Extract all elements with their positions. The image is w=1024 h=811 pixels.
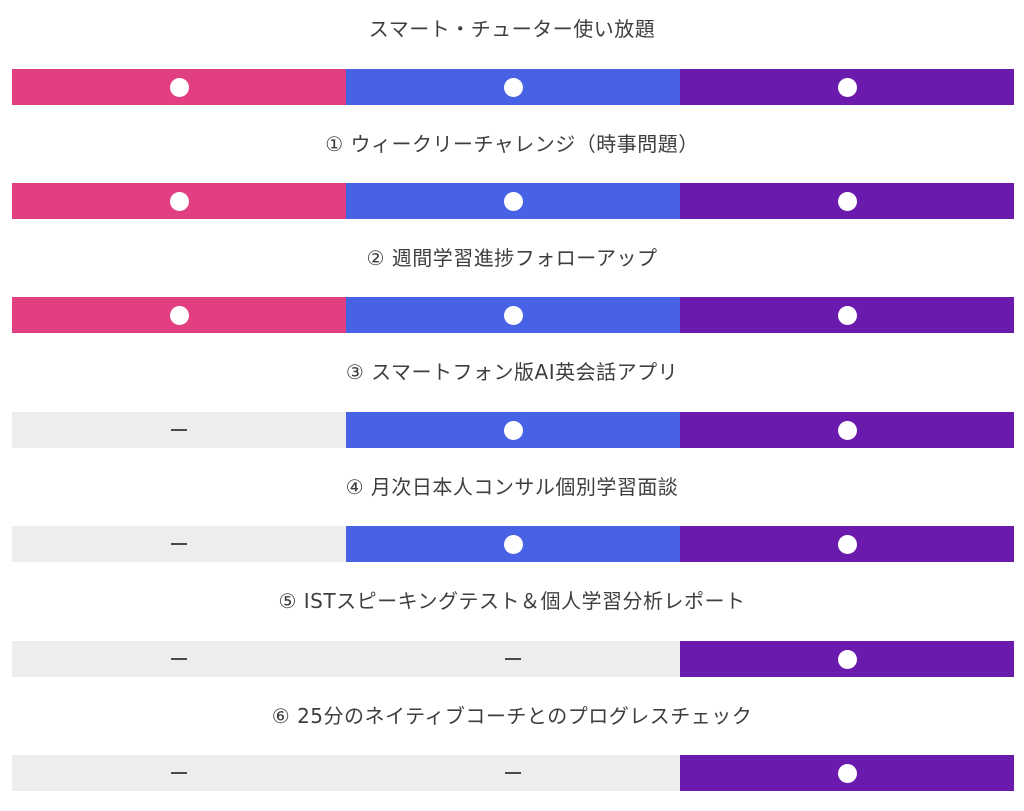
plan-2-cell <box>346 755 680 791</box>
feature-row <box>12 183 1014 219</box>
not-included-dash-icon <box>171 429 187 431</box>
feature-row <box>12 69 1014 105</box>
plan-3-cell <box>680 641 1014 677</box>
not-included-dash-icon <box>505 658 521 660</box>
feature-smartphone-app: ③ スマートフォン版AI英会話アプリ <box>0 343 1024 401</box>
included-dot-icon <box>837 191 857 211</box>
not-included-dash-icon <box>171 658 187 660</box>
feature-row <box>12 526 1014 562</box>
feature-label: ⑤ ISTスピーキングテスト＆個人学習分析レポート <box>278 589 746 613</box>
feature-label: ④ 月次日本人コンサル個別学習面談 <box>345 475 679 499</box>
plan-1-cell <box>12 69 346 105</box>
plan-1-cell <box>12 755 346 791</box>
plan-2-cell <box>346 641 680 677</box>
included-dot-icon <box>503 77 523 97</box>
included-dot-icon <box>503 534 523 554</box>
plan-3-cell <box>680 297 1014 333</box>
plan-1-cell <box>12 641 346 677</box>
included-dot-icon <box>837 420 857 440</box>
included-dot-icon <box>169 77 189 97</box>
feature-weekly-challenge: ① ウィークリーチャレンジ（時事問題） <box>0 115 1024 173</box>
plan-2-cell <box>346 297 680 333</box>
plan-3-cell <box>680 526 1014 562</box>
feature-weekly-followup: ② 週間学習進捗フォローアップ <box>0 229 1024 287</box>
included-dot-icon <box>837 649 857 669</box>
feature-row <box>12 641 1014 677</box>
not-included-dash-icon <box>505 772 521 774</box>
feature-label: スマート・チューター使い放題 <box>368 17 656 41</box>
included-dot-icon <box>837 77 857 97</box>
feature-native-coach: ⑥ 25分のネイティブコーチとのプログレスチェック <box>0 687 1024 745</box>
included-dot-icon <box>503 305 523 325</box>
plan-3-cell <box>680 183 1014 219</box>
included-dot-icon <box>837 534 857 554</box>
feature-ist-test: ⑤ ISTスピーキングテスト＆個人学習分析レポート <box>0 572 1024 630</box>
plan-1-cell <box>12 183 346 219</box>
included-dot-icon <box>169 191 189 211</box>
plan-1-cell <box>12 526 346 562</box>
plan-1-cell <box>12 412 346 448</box>
plan-3-cell <box>680 755 1014 791</box>
not-included-dash-icon <box>171 543 187 545</box>
included-dot-icon <box>837 763 857 783</box>
included-dot-icon <box>503 191 523 211</box>
included-dot-icon <box>503 420 523 440</box>
feature-monthly-consult: ④ 月次日本人コンサル個別学習面談 <box>0 458 1024 516</box>
plan-2-cell <box>346 412 680 448</box>
included-dot-icon <box>837 305 857 325</box>
feature-row <box>12 755 1014 791</box>
feature-row <box>12 412 1014 448</box>
plan-2-cell <box>346 183 680 219</box>
plan-1-cell <box>12 297 346 333</box>
feature-label: ① ウィークリーチャレンジ（時事問題） <box>325 132 699 156</box>
plan-3-cell <box>680 69 1014 105</box>
plan-2-cell <box>346 526 680 562</box>
feature-label: ② 週間学習進捗フォローアップ <box>366 246 658 270</box>
not-included-dash-icon <box>171 772 187 774</box>
plan-2-cell <box>346 69 680 105</box>
feature-label: ⑥ 25分のネイティブコーチとのプログレスチェック <box>271 704 753 728</box>
plan-3-cell <box>680 412 1014 448</box>
feature-smart-tutor: スマート・チューター使い放題 <box>0 0 1024 58</box>
included-dot-icon <box>169 305 189 325</box>
feature-row <box>12 297 1014 333</box>
feature-label: ③ スマートフォン版AI英会話アプリ <box>345 360 679 384</box>
